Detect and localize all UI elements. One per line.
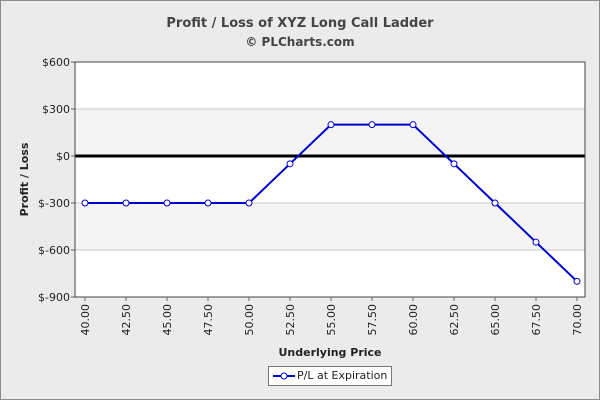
data-point [122,199,130,207]
y-tick-label: $300 [42,103,70,116]
data-point [163,199,171,207]
x-axis-label: Underlying Price [278,346,381,359]
x-tick-label: 60.00 [407,304,420,336]
x-tick-label: 52.50 [284,304,297,336]
plot-band [75,109,585,156]
plot-area [75,62,585,297]
x-tick-label: 65.00 [489,304,502,336]
y-tick-label: $0 [56,150,70,163]
y-tick-label: $-900 [38,291,70,304]
plot-border [74,61,586,298]
legend-marker-icon [273,372,295,380]
legend-label: P/L at Expiration [297,369,388,382]
x-tick-label: 47.50 [202,304,215,336]
data-point [286,160,294,168]
data-point [491,199,499,207]
x-tick-label: 50.00 [243,304,256,336]
data-point [81,199,89,207]
y-axis-label: Profit / Loss [18,142,31,216]
data-point [245,199,253,207]
data-point [450,160,458,168]
chart-title: Profit / Loss of XYZ Long Call Ladder [166,16,434,31]
data-point [368,121,376,129]
y-tick-label: $-300 [38,197,70,210]
x-tick-label: 40.00 [79,304,92,336]
x-tick-label: 67.50 [530,304,543,336]
x-tick-label: 45.00 [161,304,174,336]
plot-band [75,203,585,250]
x-tick-label: 55.00 [325,304,338,336]
data-point [532,238,540,246]
x-tick-label: 57.50 [366,304,379,336]
x-tick-label: 42.50 [120,304,133,336]
data-point [327,121,335,129]
data-point [573,277,581,285]
y-tick-label: $600 [42,56,70,69]
x-tick-label: 62.50 [448,304,461,336]
chart-subtitle: © PLCharts.com [245,35,355,49]
data-point [409,121,417,129]
data-point [204,199,212,207]
legend: P/L at Expiration [268,366,392,386]
x-tick-label: 70.00 [571,304,584,336]
y-tick-label: $-600 [38,244,70,257]
